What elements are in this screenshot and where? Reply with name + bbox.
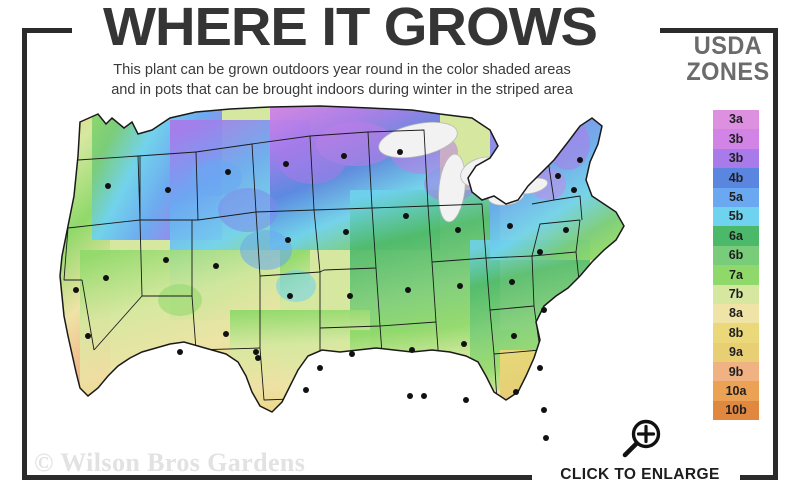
zone-swatch-4b-3: 4b [713, 168, 759, 188]
zone-swatch-3a-0: 3a [713, 110, 759, 130]
subtitle-line-2: and in pots that can be brought indoors … [111, 82, 573, 98]
zone-swatch-3b-1: 3b [713, 129, 759, 149]
subtitle-text: This plant can be grown outdoors year ro… [34, 60, 650, 100]
legend-title: USDA ZONES [675, 33, 780, 85]
frame-right-border [773, 28, 778, 480]
zone-swatch-9a-12: 9a [713, 342, 759, 363]
frame-left-border [22, 28, 27, 480]
zone-swatch-8b-11: 8b [713, 323, 759, 343]
zone-swatch-10b-15: 10b [713, 400, 759, 421]
usda-zone-legend: 3a 3b 3b 4b 5a 5b 6a 6b 7a 7b 8a 8b 9a 9b 10a 10b [713, 110, 759, 421]
frame-bottom-left-segment [22, 475, 532, 480]
map-zone-fills [60, 106, 624, 412]
zone-swatch-9b-13: 9b [713, 362, 759, 382]
watermark: © Wilson Bros Gardens [34, 448, 306, 477]
frame-top-left-segment [22, 28, 72, 33]
zone-swatch-5a-4: 5a [713, 187, 759, 207]
magnifier-plus-icon[interactable] [617, 418, 665, 460]
zone-swatch-5b-5: 5b [713, 206, 759, 227]
zone-swatch-3b-2: 3b [713, 148, 759, 169]
zone-swatch-7b-9: 7b [713, 284, 759, 304]
page-title: WHERE IT GROWS [102, 0, 598, 57]
legend-title-line-2: ZONES [686, 58, 770, 86]
usda-hardiness-zone-map[interactable] [20, 100, 660, 470]
zone-swatch-10a-14: 10a [713, 381, 759, 401]
city-markers [73, 149, 583, 441]
click-to-enlarge-label[interactable]: CLICK TO ENLARGE [560, 466, 720, 483]
frame-bottom-right-segment [740, 475, 778, 480]
map-svg [59, 105, 625, 441]
zone-swatch-7a-8: 7a [713, 265, 759, 285]
zone-swatch-6b-7: 6b [713, 245, 759, 266]
zone-swatch-6a-6: 6a [713, 226, 759, 246]
zone-swatch-8a-10: 8a [713, 303, 759, 324]
country-outline [59, 105, 625, 413]
subtitle-line-1: This plant can be grown outdoors year ro… [113, 62, 571, 78]
legend-title-line-1: USDA [693, 32, 763, 60]
magnifier-svg [622, 419, 661, 458]
frame-top-right-segment [660, 28, 778, 33]
